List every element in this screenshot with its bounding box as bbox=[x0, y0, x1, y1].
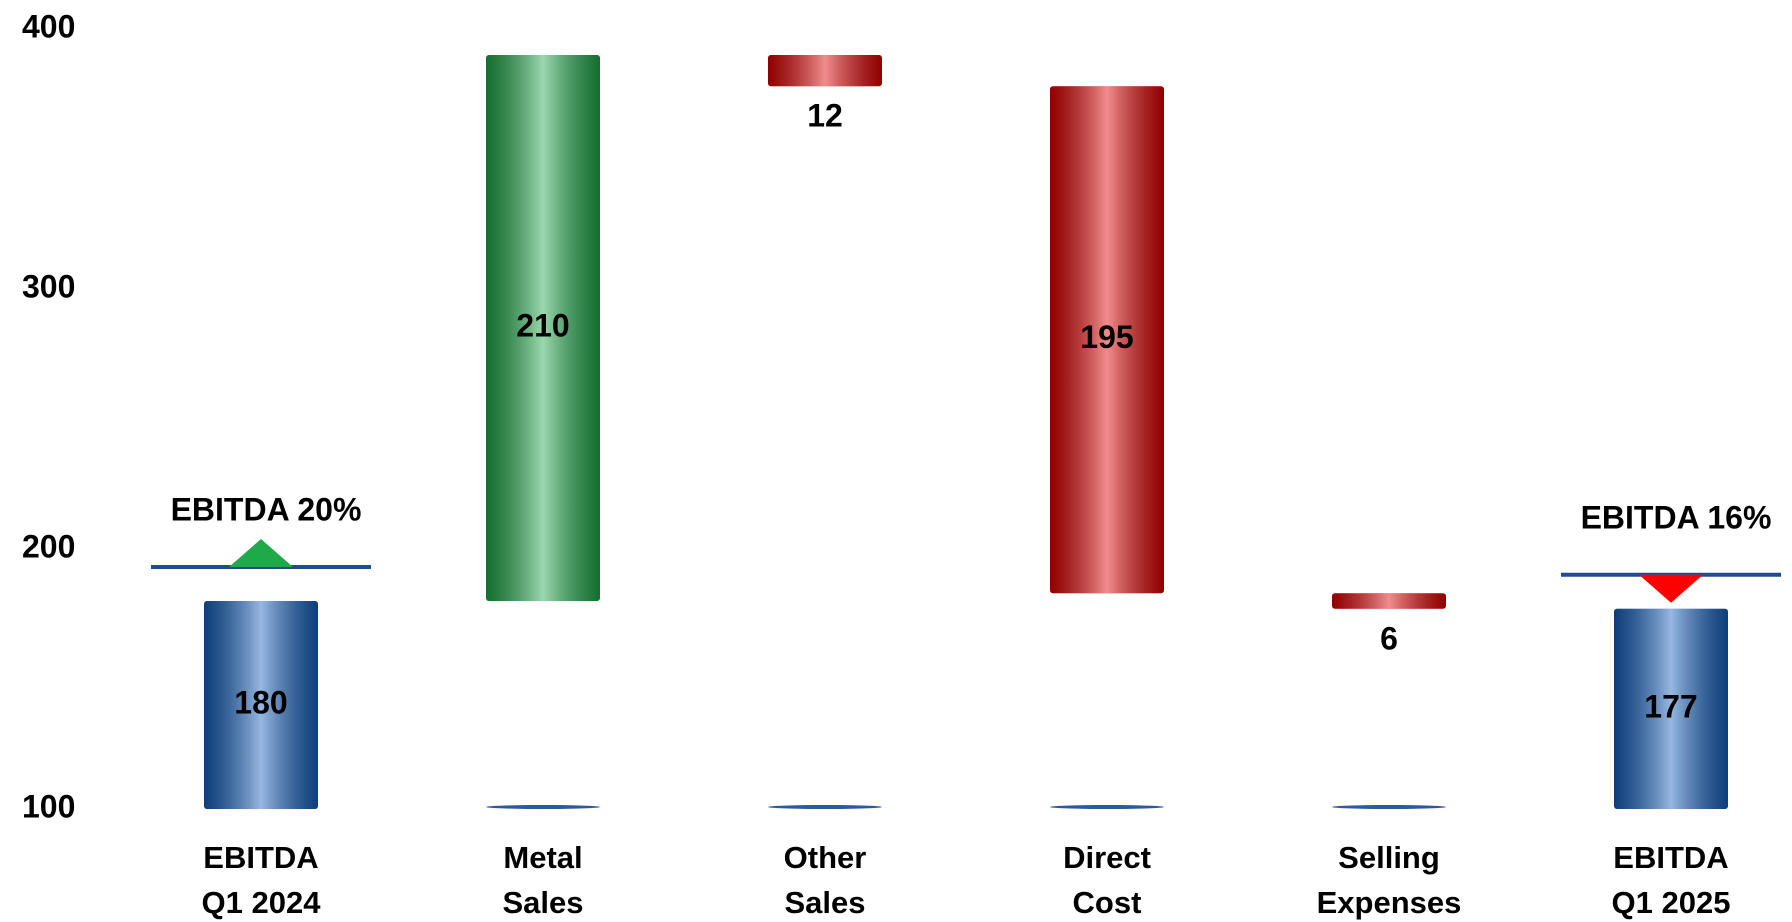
base bbox=[486, 805, 600, 809]
value-label: 180 bbox=[234, 684, 287, 720]
y-tick-label: 300 bbox=[22, 268, 75, 304]
annotation-marker bbox=[1639, 574, 1703, 603]
base bbox=[1050, 805, 1164, 809]
y-tick-label: 200 bbox=[22, 528, 75, 564]
x-tick-label: Metal Sales bbox=[502, 840, 584, 920]
y-tick-label: 400 bbox=[22, 8, 75, 44]
value-label: 12 bbox=[807, 98, 843, 134]
bar-shine bbox=[768, 55, 882, 87]
bar-shine bbox=[204, 601, 318, 809]
annotation: EBITDA 16% bbox=[1581, 499, 1772, 535]
value-label: 210 bbox=[516, 307, 569, 343]
x-tick-label: Selling Expenses bbox=[1316, 840, 1462, 920]
value-label: 6 bbox=[1380, 620, 1398, 656]
annotation-marker bbox=[229, 539, 293, 567]
x-tick-label: Other Sales bbox=[783, 840, 867, 920]
x-tick-label: Direct Cost bbox=[1063, 840, 1151, 920]
y-tick-label: 100 bbox=[22, 788, 75, 824]
bar-shine bbox=[1614, 608, 1728, 809]
bar-shine bbox=[486, 55, 600, 601]
x-tick-label: EBITDA Q1 2025 bbox=[1611, 840, 1731, 920]
value-label: 177 bbox=[1644, 688, 1697, 724]
bar-shine bbox=[1332, 593, 1446, 609]
x-tick-label: EBITDA Q1 2024 bbox=[201, 840, 321, 920]
bar-shine bbox=[1050, 86, 1164, 594]
base bbox=[768, 805, 882, 809]
value-label: 195 bbox=[1080, 319, 1133, 355]
annotation: EBITDA 20% bbox=[171, 491, 362, 527]
base bbox=[1332, 805, 1446, 809]
